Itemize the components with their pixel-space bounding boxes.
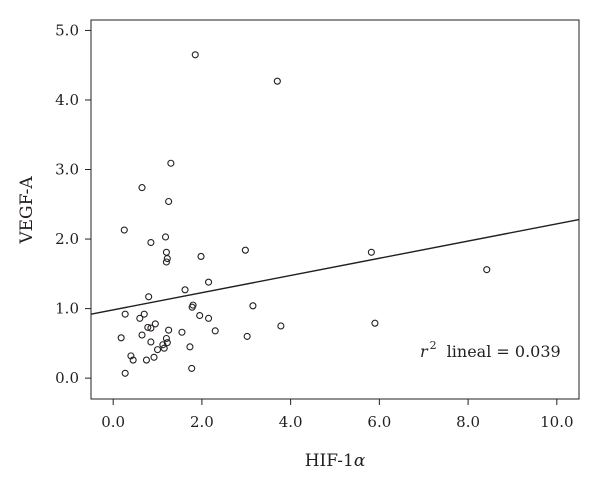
data-point xyxy=(142,356,151,364)
data-point xyxy=(273,77,281,85)
x-axis: 0.0 2.0 4.0 6.0 8.0 10.0 xyxy=(101,399,574,431)
data-point xyxy=(196,312,204,320)
data-point xyxy=(165,197,173,206)
data-point xyxy=(181,286,189,294)
x-tick-label: 0.0 xyxy=(101,413,125,431)
data-point xyxy=(197,252,205,260)
data-point xyxy=(159,341,167,349)
data-point xyxy=(127,352,135,360)
data-point xyxy=(241,246,249,254)
regression-line-group xyxy=(90,218,580,315)
data-point xyxy=(163,339,171,347)
data-point xyxy=(371,319,379,327)
r-symbol: r xyxy=(420,342,429,361)
data-point xyxy=(277,322,285,330)
r-superscript: 2 xyxy=(430,339,437,352)
data-point xyxy=(162,334,170,343)
y-tick-label: 1.0 xyxy=(55,300,79,318)
data-point xyxy=(483,266,491,274)
data-point xyxy=(205,278,213,286)
data-point xyxy=(167,159,175,167)
data-point xyxy=(138,184,146,192)
data-point xyxy=(144,323,152,331)
data-point xyxy=(120,226,128,234)
data-point xyxy=(186,343,194,351)
data-point xyxy=(178,328,186,336)
data-point xyxy=(249,302,257,310)
x-axis-label-main: HIF-1 xyxy=(305,451,354,471)
data-point xyxy=(243,332,251,340)
x-tick-label: 2.0 xyxy=(190,413,214,431)
data-point xyxy=(121,369,129,377)
x-tick-label: 8.0 xyxy=(456,413,480,431)
data-point xyxy=(138,331,146,339)
plot-frame xyxy=(90,19,580,400)
data-point xyxy=(162,258,170,266)
x-tick-label: 10.0 xyxy=(540,413,573,431)
r2-text: lineal = 0.039 xyxy=(447,342,561,361)
data-point xyxy=(188,303,196,311)
data-point xyxy=(367,248,375,256)
y-axis-label: VEGF-A xyxy=(17,176,37,245)
regression-line xyxy=(90,218,580,315)
data-point xyxy=(147,324,155,332)
y-axis: 0.0 1.0 2.0 3.0 4.0 5.0 xyxy=(55,21,91,387)
r2-annotation: r 2 lineal = 0.039 xyxy=(420,339,561,361)
y-tick-label: 0.0 xyxy=(55,369,79,387)
data-point xyxy=(153,346,162,354)
y-tick-label: 2.0 xyxy=(55,230,79,248)
data-point xyxy=(161,233,170,241)
y-tick-label: 5.0 xyxy=(55,21,79,39)
y-tick-label: 4.0 xyxy=(55,91,79,109)
data-point xyxy=(147,338,155,346)
data-point xyxy=(121,310,129,318)
x-tick-label: 4.0 xyxy=(279,413,303,431)
data-point xyxy=(151,320,159,328)
data-point xyxy=(163,254,171,263)
data-point xyxy=(145,293,153,301)
x-axis-label-greek: α xyxy=(354,451,366,471)
data-point xyxy=(129,356,137,364)
data-point xyxy=(162,248,170,256)
data-point xyxy=(147,238,155,247)
data-point xyxy=(117,334,125,342)
data-point xyxy=(165,326,173,334)
data-point xyxy=(211,327,219,335)
data-point xyxy=(205,314,213,322)
data-point xyxy=(150,353,158,361)
data-point xyxy=(191,51,199,59)
data-points xyxy=(117,51,491,377)
data-point xyxy=(136,314,144,322)
x-axis-label: HIF-1α xyxy=(305,451,366,471)
data-point xyxy=(188,364,196,372)
data-point xyxy=(160,344,168,352)
data-point xyxy=(140,310,148,318)
y-tick-label: 3.0 xyxy=(55,161,79,179)
x-tick-label: 6.0 xyxy=(367,413,391,431)
